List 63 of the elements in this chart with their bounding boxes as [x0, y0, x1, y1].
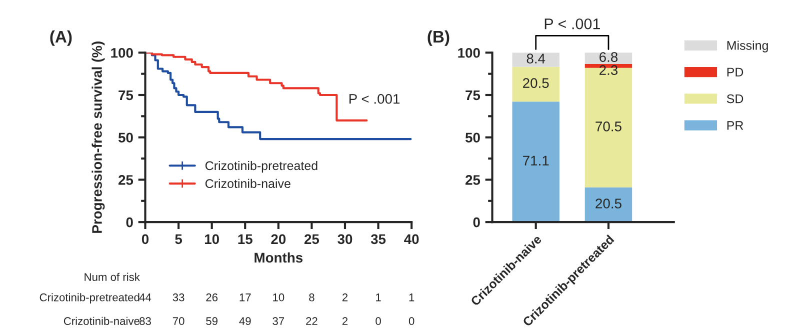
text: Num of risk — [84, 272, 140, 281]
text: 26 — [206, 293, 218, 302]
legend-label: SD — [726, 94, 744, 104]
x-axis-title: Months — [254, 252, 303, 263]
annotation: P < .001 — [349, 94, 400, 104]
data-label: 20.5 — [523, 78, 549, 88]
text: 17 — [240, 294, 251, 302]
data-label: 6.8 — [600, 52, 618, 62]
text: 1 — [376, 294, 381, 302]
data-label: 8.4 — [526, 54, 546, 64]
y-tick-label: 0 — [126, 217, 133, 228]
bar — [512, 66, 560, 102]
text: 0 — [408, 317, 414, 326]
y-tick-label: 100 — [458, 48, 480, 58]
x-tick-label: 40 — [404, 234, 419, 244]
y-tick-label: 50 — [118, 132, 133, 143]
text: Crizotinib-naive — [64, 316, 140, 326]
y-tick-label: 100 — [111, 48, 133, 58]
data-label: 71.1 — [523, 156, 549, 166]
text: 49 — [239, 317, 251, 326]
legend-label: Missing — [727, 40, 768, 52]
text: 2 — [342, 317, 348, 325]
y-tick-label: 0 — [473, 217, 480, 228]
x-tick-label: 25 — [304, 234, 320, 244]
legend-label: Crizotinib-naive — [205, 178, 290, 188]
text: 70 — [172, 317, 184, 326]
text: 44 — [139, 294, 152, 302]
x-tick-label: 0 — [142, 234, 149, 244]
chart-title: (B) — [428, 30, 450, 46]
text: 1 — [409, 294, 414, 302]
data-label: 2.3 — [600, 65, 618, 76]
text: 59 — [206, 317, 218, 326]
text: 8 — [309, 293, 314, 302]
text: 2 — [342, 293, 348, 302]
x-tick-label: 20 — [271, 234, 286, 244]
y-tick-label: 25 — [466, 175, 480, 185]
chart-title: (A) — [50, 30, 72, 46]
legend-label: PR — [727, 121, 744, 130]
y-tick-label: 75 — [466, 90, 480, 100]
y-axis-title: Progression-free survival (%) — [92, 42, 105, 233]
x-tick-label: 30 — [338, 234, 352, 244]
data-label: 70.5 — [596, 122, 622, 132]
text: 33 — [172, 293, 184, 302]
text: P < .001 — [544, 18, 600, 30]
text: 37 — [272, 317, 284, 326]
y-tick-label: 50 — [465, 132, 480, 143]
bar — [512, 102, 560, 222]
bar — [512, 52, 560, 67]
bar — [584, 187, 632, 222]
x-tick-label: 5 — [175, 234, 182, 244]
data-label: 20.5 — [596, 198, 622, 208]
x-tick-label: 10 — [204, 234, 219, 244]
x-tick-label: 35 — [370, 234, 386, 244]
y-tick-label: 25 — [118, 175, 134, 185]
text: 0 — [376, 317, 381, 326]
x-tick-label: 15 — [238, 234, 252, 244]
text: 83 — [140, 317, 151, 326]
text: 22 — [306, 317, 318, 325]
legend-label: Crizotinib-pretreated — [205, 160, 318, 173]
text: Crizotinib-pretreated — [40, 293, 140, 304]
y-tick-label: 75 — [118, 90, 134, 100]
text: 10 — [273, 293, 284, 302]
legend-label: PD — [727, 68, 744, 76]
